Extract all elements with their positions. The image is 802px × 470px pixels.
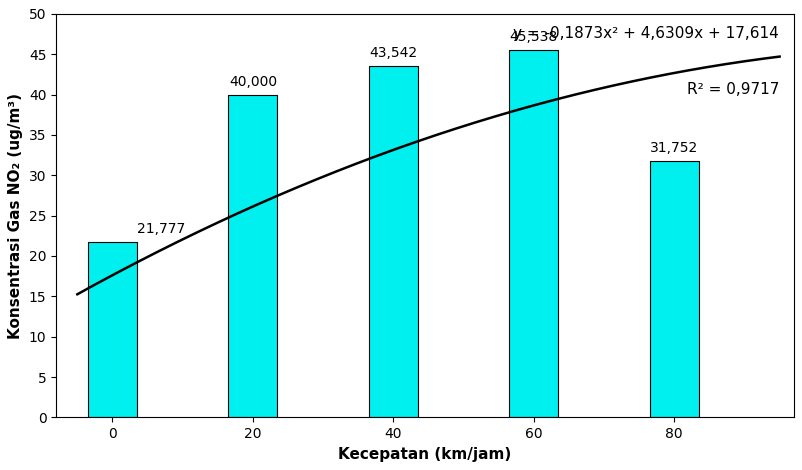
Text: 43,542: 43,542 <box>369 47 417 60</box>
Bar <box>650 161 699 417</box>
Text: 40,000: 40,000 <box>229 75 277 89</box>
Text: 45,538: 45,538 <box>510 30 558 44</box>
Text: 31,752: 31,752 <box>650 141 699 156</box>
Bar <box>509 50 558 417</box>
Bar <box>229 94 277 417</box>
Text: 21,777: 21,777 <box>137 222 185 236</box>
Text: y = -0,1873x² + 4,6309x + 17,614: y = -0,1873x² + 4,6309x + 17,614 <box>513 26 779 41</box>
Text: R² = 0,9717: R² = 0,9717 <box>687 82 779 97</box>
Bar <box>369 66 418 417</box>
X-axis label: Kecepatan (km/jam): Kecepatan (km/jam) <box>338 446 512 462</box>
Y-axis label: Konsentrasi Gas NO₂ (ug/m³): Konsentrasi Gas NO₂ (ug/m³) <box>8 93 23 338</box>
Bar <box>88 242 137 417</box>
